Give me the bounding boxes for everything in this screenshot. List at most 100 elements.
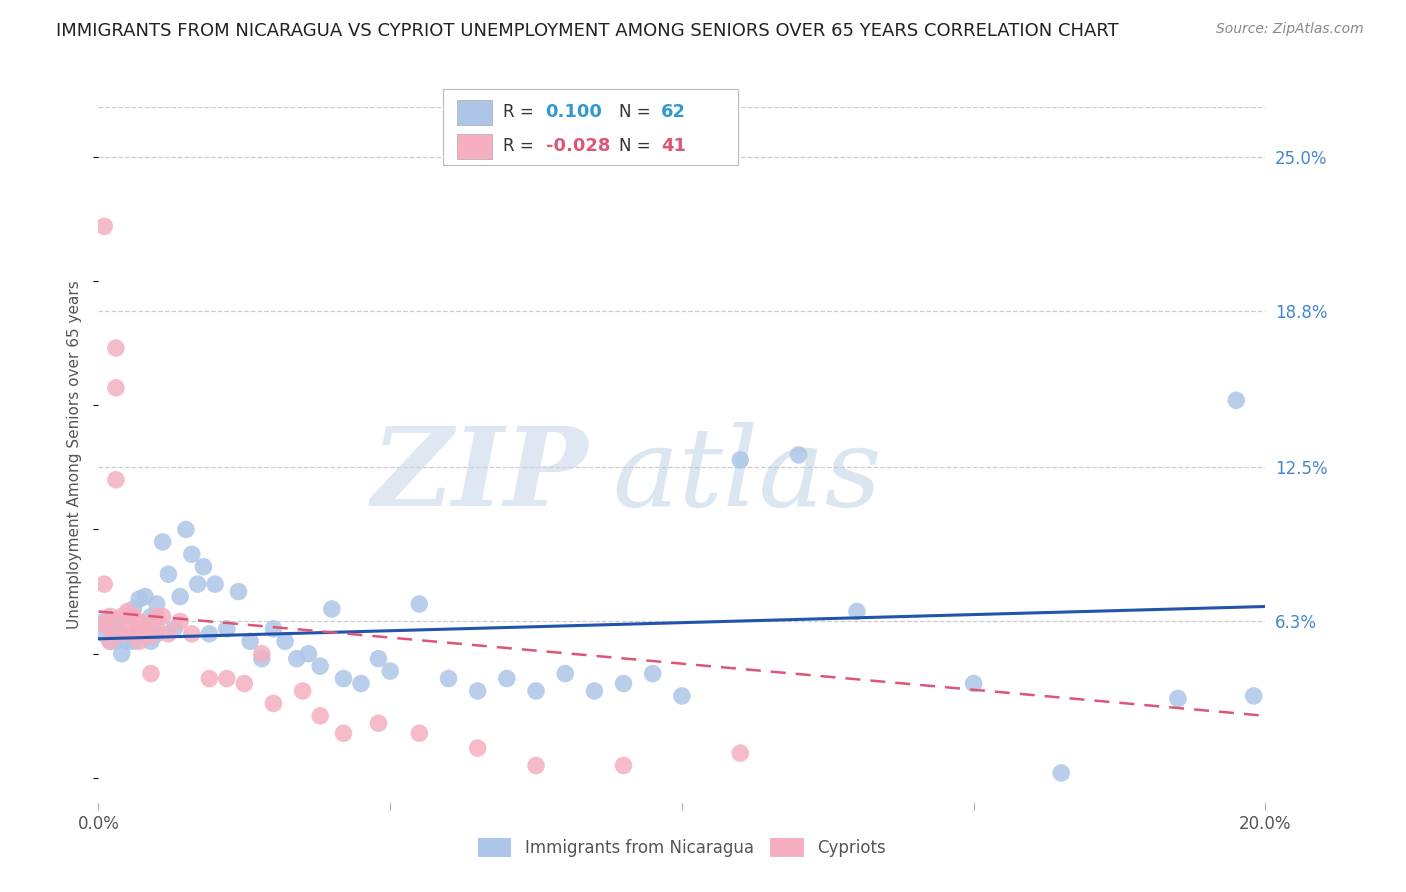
Point	[321, 602, 343, 616]
Point	[367, 651, 389, 665]
Point	[309, 708, 332, 723]
Point	[122, 627, 145, 641]
Point	[180, 547, 202, 561]
Point	[104, 381, 127, 395]
Point	[128, 634, 150, 648]
Point	[134, 590, 156, 604]
Point	[117, 622, 139, 636]
Point	[728, 453, 751, 467]
Point	[98, 622, 121, 636]
Point	[285, 651, 308, 665]
Point	[117, 609, 139, 624]
Point	[104, 341, 127, 355]
Point	[1225, 393, 1247, 408]
Point	[152, 534, 174, 549]
Point	[845, 605, 868, 619]
Point	[524, 758, 547, 772]
Point	[228, 584, 250, 599]
Point	[122, 634, 145, 648]
Point	[98, 622, 121, 636]
Point	[139, 609, 162, 624]
Point	[671, 689, 693, 703]
Text: atlas: atlas	[612, 422, 882, 530]
Point	[378, 664, 402, 678]
Point	[309, 659, 332, 673]
Point	[204, 577, 226, 591]
Point	[93, 615, 115, 629]
Point	[98, 634, 121, 648]
Text: 41: 41	[661, 137, 686, 155]
Point	[291, 684, 314, 698]
Point	[198, 672, 221, 686]
Point	[104, 473, 127, 487]
Point	[262, 697, 284, 711]
Point	[98, 609, 121, 624]
Point	[146, 609, 169, 624]
Point	[104, 615, 127, 629]
Point	[139, 634, 162, 648]
Point	[233, 676, 256, 690]
Point	[524, 684, 547, 698]
Text: R =: R =	[503, 137, 540, 155]
Point	[641, 666, 664, 681]
Y-axis label: Unemployment Among Seniors over 65 years: Unemployment Among Seniors over 65 years	[67, 281, 83, 629]
Point	[93, 627, 115, 641]
Point	[193, 559, 215, 574]
Point	[152, 609, 174, 624]
Point	[198, 627, 221, 641]
Point	[215, 622, 238, 636]
Point	[157, 567, 180, 582]
Point	[367, 716, 389, 731]
Point	[174, 523, 197, 537]
Point	[332, 672, 354, 686]
Point	[250, 647, 273, 661]
Point	[93, 616, 115, 631]
Point	[128, 622, 150, 636]
Point	[250, 651, 273, 665]
Text: 0.100: 0.100	[546, 103, 602, 121]
Point	[612, 758, 634, 772]
Text: ZIP: ZIP	[373, 422, 589, 530]
Point	[122, 602, 145, 616]
Point	[728, 746, 751, 760]
Point	[139, 629, 162, 643]
Point	[146, 627, 169, 641]
Point	[187, 577, 209, 591]
Text: Source: ZipAtlas.com: Source: ZipAtlas.com	[1216, 22, 1364, 37]
Point	[111, 609, 134, 624]
Point	[350, 676, 373, 690]
Point	[93, 219, 115, 234]
Point	[467, 741, 489, 756]
Point	[239, 634, 262, 648]
Point	[157, 627, 180, 641]
Text: IMMIGRANTS FROM NICARAGUA VS CYPRIOT UNEMPLOYMENT AMONG SENIORS OVER 65 YEARS CO: IMMIGRANTS FROM NICARAGUA VS CYPRIOT UNE…	[56, 22, 1119, 40]
Point	[117, 605, 139, 619]
Point	[128, 615, 150, 629]
Text: R =: R =	[503, 103, 540, 121]
Text: N =: N =	[619, 137, 655, 155]
Point	[93, 577, 115, 591]
Point	[169, 590, 191, 604]
Point	[554, 666, 576, 681]
Text: 62: 62	[661, 103, 686, 121]
Point	[146, 622, 169, 636]
Point	[163, 622, 186, 636]
Point	[1167, 691, 1189, 706]
Point	[1243, 689, 1265, 703]
Point	[962, 676, 984, 690]
Point	[146, 597, 169, 611]
Point	[612, 676, 634, 690]
Point	[104, 634, 127, 648]
Point	[180, 627, 202, 641]
Point	[332, 726, 354, 740]
Point	[1050, 766, 1073, 780]
Point	[408, 726, 430, 740]
Point	[169, 615, 191, 629]
Point	[134, 622, 156, 636]
Point	[495, 672, 517, 686]
Point	[134, 616, 156, 631]
Point	[467, 684, 489, 698]
Point	[111, 627, 134, 641]
Point	[139, 666, 162, 681]
Point	[98, 634, 121, 648]
